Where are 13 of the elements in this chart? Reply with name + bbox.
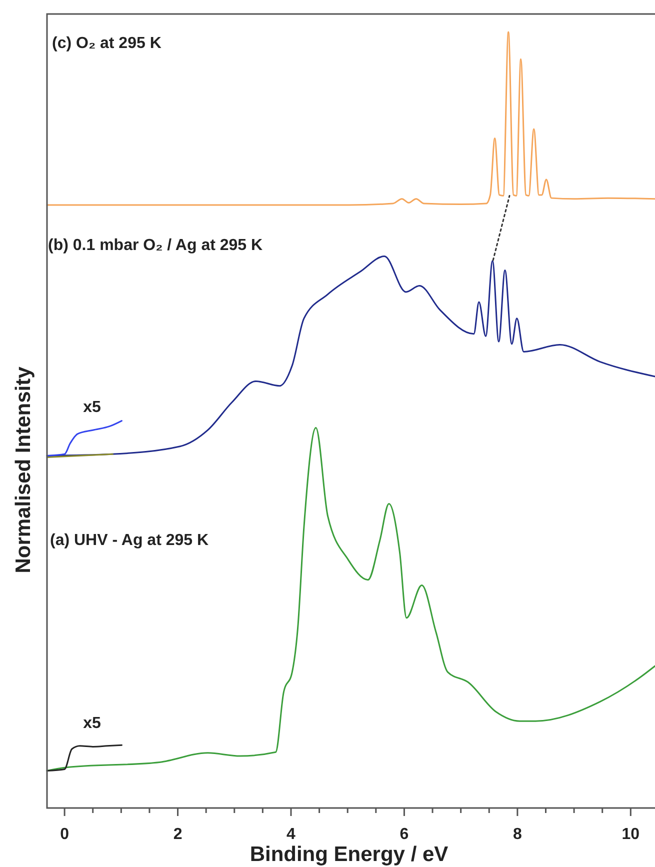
x-tick-label: 6	[400, 826, 409, 843]
x-tick-label: 2	[173, 826, 182, 843]
annotation: (b) 0.1 mbar O₂ / Ag at 295 K	[48, 237, 264, 254]
x-axis-title: Binding Energy / eV	[250, 843, 448, 866]
annotation: (c) O₂ at 295 K	[52, 35, 162, 52]
annotation: x5	[83, 399, 101, 416]
x-tick-label: 8	[512, 826, 522, 843]
annotation: (a) UHV - Ag at 295 K	[50, 532, 209, 549]
x-tick-label: 10	[622, 826, 640, 843]
x-tick-label: 0	[60, 826, 70, 843]
x-tick-label: 4	[286, 826, 296, 843]
annotation: x5	[83, 715, 101, 732]
y-axis-title: Normalised Intensity	[12, 366, 35, 574]
